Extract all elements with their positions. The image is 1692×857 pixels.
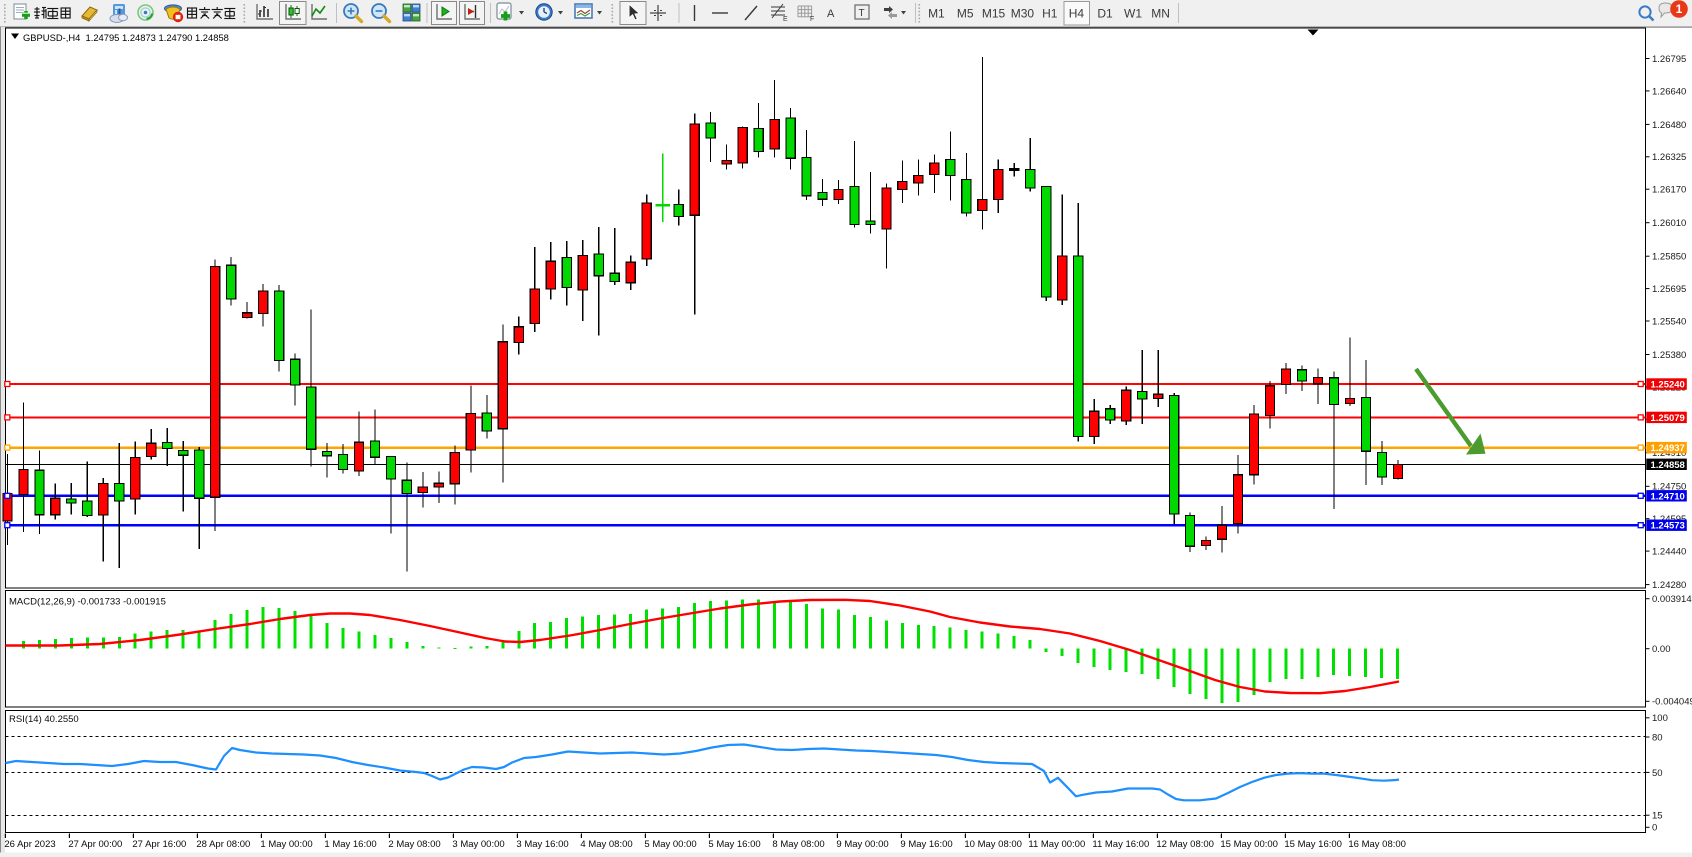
svg-text:5 May 00:00: 5 May 00:00 xyxy=(644,839,696,850)
svg-text:12 May 08:00: 12 May 08:00 xyxy=(1156,839,1214,850)
svg-text:M30: M30 xyxy=(1011,7,1035,21)
svg-text:3 May 16:00: 3 May 16:00 xyxy=(516,839,568,850)
svg-text:T: T xyxy=(859,8,865,19)
svg-text:1.26170: 1.26170 xyxy=(1652,185,1686,196)
svg-text:1.24280: 1.24280 xyxy=(1652,580,1686,591)
svg-text:D1: D1 xyxy=(1097,7,1113,21)
svg-text:27 Apr 16:00: 27 Apr 16:00 xyxy=(132,839,186,850)
svg-text:3 May 00:00: 3 May 00:00 xyxy=(452,839,504,850)
svg-text:1.24910: 1.24910 xyxy=(1652,448,1686,459)
svg-text:0.00: 0.00 xyxy=(1652,644,1671,655)
svg-text:4 May 08:00: 4 May 08:00 xyxy=(580,839,632,850)
svg-text:2 May 08:00: 2 May 08:00 xyxy=(388,839,440,850)
svg-text:RSI(14) 40.2550: RSI(14) 40.2550 xyxy=(9,714,79,725)
svg-text:1.25380: 1.25380 xyxy=(1652,350,1686,361)
svg-text:M15: M15 xyxy=(982,7,1006,21)
svg-text:A: A xyxy=(827,8,835,20)
svg-text:10 May 08:00: 10 May 08:00 xyxy=(964,839,1022,850)
svg-text:1: 1 xyxy=(1676,2,1683,16)
svg-text:1.26640: 1.26640 xyxy=(1652,86,1686,97)
svg-text:1.24440: 1.24440 xyxy=(1652,547,1686,558)
svg-text:80: 80 xyxy=(1652,732,1663,743)
svg-text:15: 15 xyxy=(1652,811,1663,822)
svg-text:1.26010: 1.26010 xyxy=(1652,218,1686,229)
svg-text:1.25240: 1.25240 xyxy=(1651,380,1685,391)
svg-text:16 May 08:00: 16 May 08:00 xyxy=(1348,839,1406,850)
svg-text:M1: M1 xyxy=(928,7,945,21)
svg-text:W1: W1 xyxy=(1124,7,1142,21)
svg-text:9 May 00:00: 9 May 00:00 xyxy=(836,839,888,850)
svg-text:-0.004049: -0.004049 xyxy=(1652,697,1692,708)
svg-text:9 May 16:00: 9 May 16:00 xyxy=(900,839,952,850)
svg-text:1.24573: 1.24573 xyxy=(1651,521,1685,532)
svg-text:1.24710: 1.24710 xyxy=(1651,491,1685,502)
svg-text:H4: H4 xyxy=(1069,7,1085,21)
svg-text:28 Apr 08:00: 28 Apr 08:00 xyxy=(196,839,250,850)
svg-text:1.24750: 1.24750 xyxy=(1652,482,1686,493)
svg-text:1.25695: 1.25695 xyxy=(1652,284,1686,295)
svg-text:M5: M5 xyxy=(957,7,974,21)
svg-text:100: 100 xyxy=(1652,713,1668,724)
svg-text:11 May 16:00: 11 May 16:00 xyxy=(1092,839,1149,850)
svg-text:5 May 16:00: 5 May 16:00 xyxy=(708,839,760,850)
svg-text:8 May 08:00: 8 May 08:00 xyxy=(772,839,824,850)
svg-text:1.24937: 1.24937 xyxy=(1651,443,1685,454)
svg-text:15 May 00:00: 15 May 00:00 xyxy=(1220,839,1278,850)
svg-text:MN: MN xyxy=(1151,7,1170,21)
svg-text:26 Apr 2023: 26 Apr 2023 xyxy=(4,839,55,850)
svg-text:1.24858: 1.24858 xyxy=(1651,460,1685,471)
svg-text:1 May 16:00: 1 May 16:00 xyxy=(324,839,376,850)
svg-text:0.003914: 0.003914 xyxy=(1652,594,1692,605)
svg-text:1.25850: 1.25850 xyxy=(1652,252,1686,263)
svg-text:1.26795: 1.26795 xyxy=(1652,54,1686,65)
svg-text:15 May 16:00: 15 May 16:00 xyxy=(1284,839,1342,850)
svg-text:1 May 00:00: 1 May 00:00 xyxy=(260,839,312,850)
svg-text:1.25079: 1.25079 xyxy=(1651,413,1685,424)
svg-text:F: F xyxy=(810,16,814,23)
svg-text:1.26480: 1.26480 xyxy=(1652,120,1686,131)
svg-text:MACD(12,26,9) -0.001733 -0.001: MACD(12,26,9) -0.001733 -0.001915 xyxy=(9,596,166,607)
svg-text:GBPUSD-,H4 1.24795 1.24873 1.: GBPUSD-,H4 1.24795 1.24873 1.24790 1.248… xyxy=(23,32,229,43)
svg-text:H1: H1 xyxy=(1042,7,1058,21)
svg-text:0: 0 xyxy=(1652,823,1657,834)
svg-text:11 May 00:00: 11 May 00:00 xyxy=(1028,839,1085,850)
svg-text:E: E xyxy=(783,16,788,23)
svg-text:1.25540: 1.25540 xyxy=(1652,316,1686,327)
svg-text:27 Apr 00:00: 27 Apr 00:00 xyxy=(68,839,122,850)
svg-text:1.26325: 1.26325 xyxy=(1652,152,1686,163)
svg-text:50: 50 xyxy=(1652,768,1663,779)
